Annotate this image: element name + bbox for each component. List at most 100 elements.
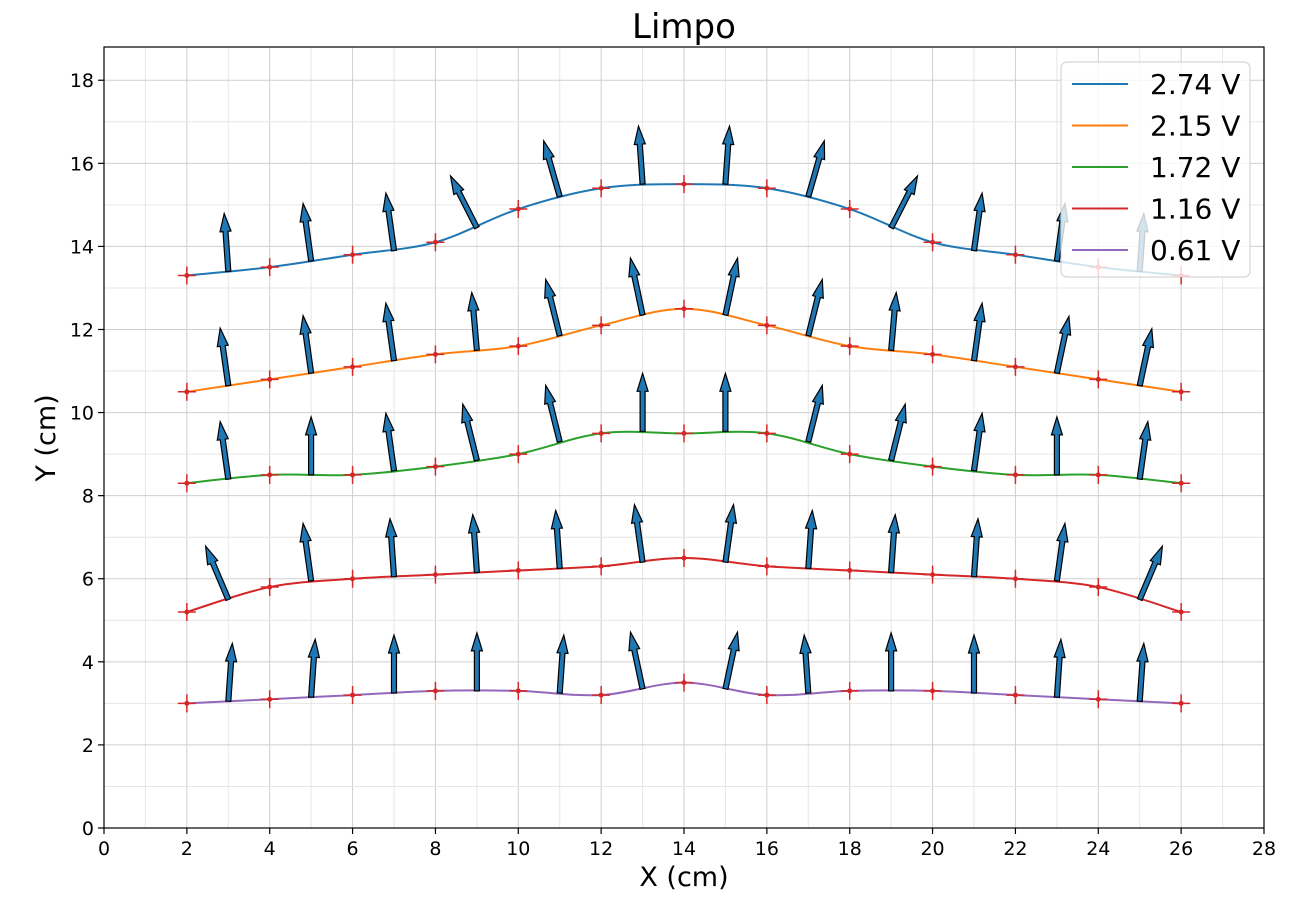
field-arrow [204,544,232,602]
field-arrow [299,521,315,582]
field-arrow [636,371,649,432]
data-point [260,690,279,709]
data-point [675,548,693,567]
data-point [509,681,528,700]
field-arrow [719,371,732,432]
legend-label: 1.72 V [1150,151,1240,184]
data-point [675,175,693,194]
field-arrow [887,512,901,574]
data-point [840,681,859,700]
data-point [1089,690,1108,709]
data-point [509,445,528,464]
field-arrow [722,502,738,564]
data-point [177,266,196,285]
field-arrow [467,290,480,352]
y-tick-label: 16 [70,153,94,175]
field-arrow [799,633,812,694]
field-arrow [970,516,984,578]
x-axis-ticks: 0 2 4 6 8 10 12 14 16 18 20 22 24 26 28 [98,828,1276,860]
field-arrow [382,301,398,362]
y-tick-label: 6 [82,569,94,591]
y-tick-label: 14 [70,236,94,258]
data-point [923,457,942,476]
x-tick-label: 2 [181,838,193,860]
x-tick-label: 26 [1169,838,1193,860]
data-point [923,345,942,364]
data-point [1172,694,1191,713]
field-arrow [967,632,981,694]
data-point [1172,602,1191,621]
data-point [757,316,776,335]
field-arrow [1136,326,1155,387]
data-point [260,258,279,277]
data-point [923,681,942,700]
y-tick-label: 2 [82,735,94,757]
data-point [177,694,196,713]
data-point [509,561,528,580]
field-arrow [304,414,318,476]
data-point [592,424,611,443]
field-arrow [299,313,315,375]
x-tick-label: 10 [506,838,530,860]
x-tick-label: 28 [1252,838,1276,860]
x-tick-label: 20 [920,838,944,860]
y-axis-ticks: 0 2 4 6 8 10 12 14 16 18 [70,70,104,840]
data-point [426,457,445,476]
data-point [343,245,362,264]
field-arrow [887,402,907,462]
chart-title: Limpo [632,7,736,47]
data-point [757,557,776,576]
x-tick-label: 14 [672,838,696,860]
data-point [675,424,693,443]
data-point [592,316,611,335]
data-point [426,233,445,252]
data-point [426,565,445,584]
data-point [1006,569,1025,588]
x-tick-label: 0 [98,838,110,860]
field-arrow [382,191,398,252]
field-arrow [1050,414,1064,476]
field-arrow [461,402,481,462]
data-point [1172,382,1191,401]
field-arrow [216,326,232,387]
data-point [757,424,776,443]
data-point [592,179,611,198]
data-point [1006,465,1025,484]
data-point [260,370,279,389]
legend-entry: 1.72 V [1072,151,1240,184]
field-arrow [449,174,480,230]
field-arrow [888,174,919,230]
data-point [675,673,693,692]
field-arrow [722,630,740,691]
data-point [592,557,611,576]
field-arrow [721,124,735,185]
data-point [509,337,528,356]
field-arrow [556,633,569,694]
data-point [840,445,859,464]
x-tick-label: 8 [429,838,441,860]
field-arrow [1053,314,1072,375]
legend-label: 2.15 V [1150,110,1240,143]
y-tick-label: 10 [70,403,94,425]
field-arrow [628,630,646,691]
data-point [675,299,693,318]
field-arrow [970,411,986,472]
x-tick-label: 6 [347,838,359,860]
field-arrow [884,630,898,692]
y-axis-label: Y (cm) [31,394,62,482]
field-arrow [219,211,232,273]
field-arrow [384,516,398,578]
data-point [260,465,279,484]
field-arrow [470,630,484,692]
data-point [426,681,445,700]
data-point [757,179,776,198]
field-arrow [1136,544,1164,602]
field-arrow [722,256,740,317]
data-point [426,345,445,364]
field-arrow [544,277,563,338]
data-point [1172,474,1191,493]
field-arrow [805,383,824,444]
field-arrow [544,383,563,444]
field-arrows [204,124,1164,703]
